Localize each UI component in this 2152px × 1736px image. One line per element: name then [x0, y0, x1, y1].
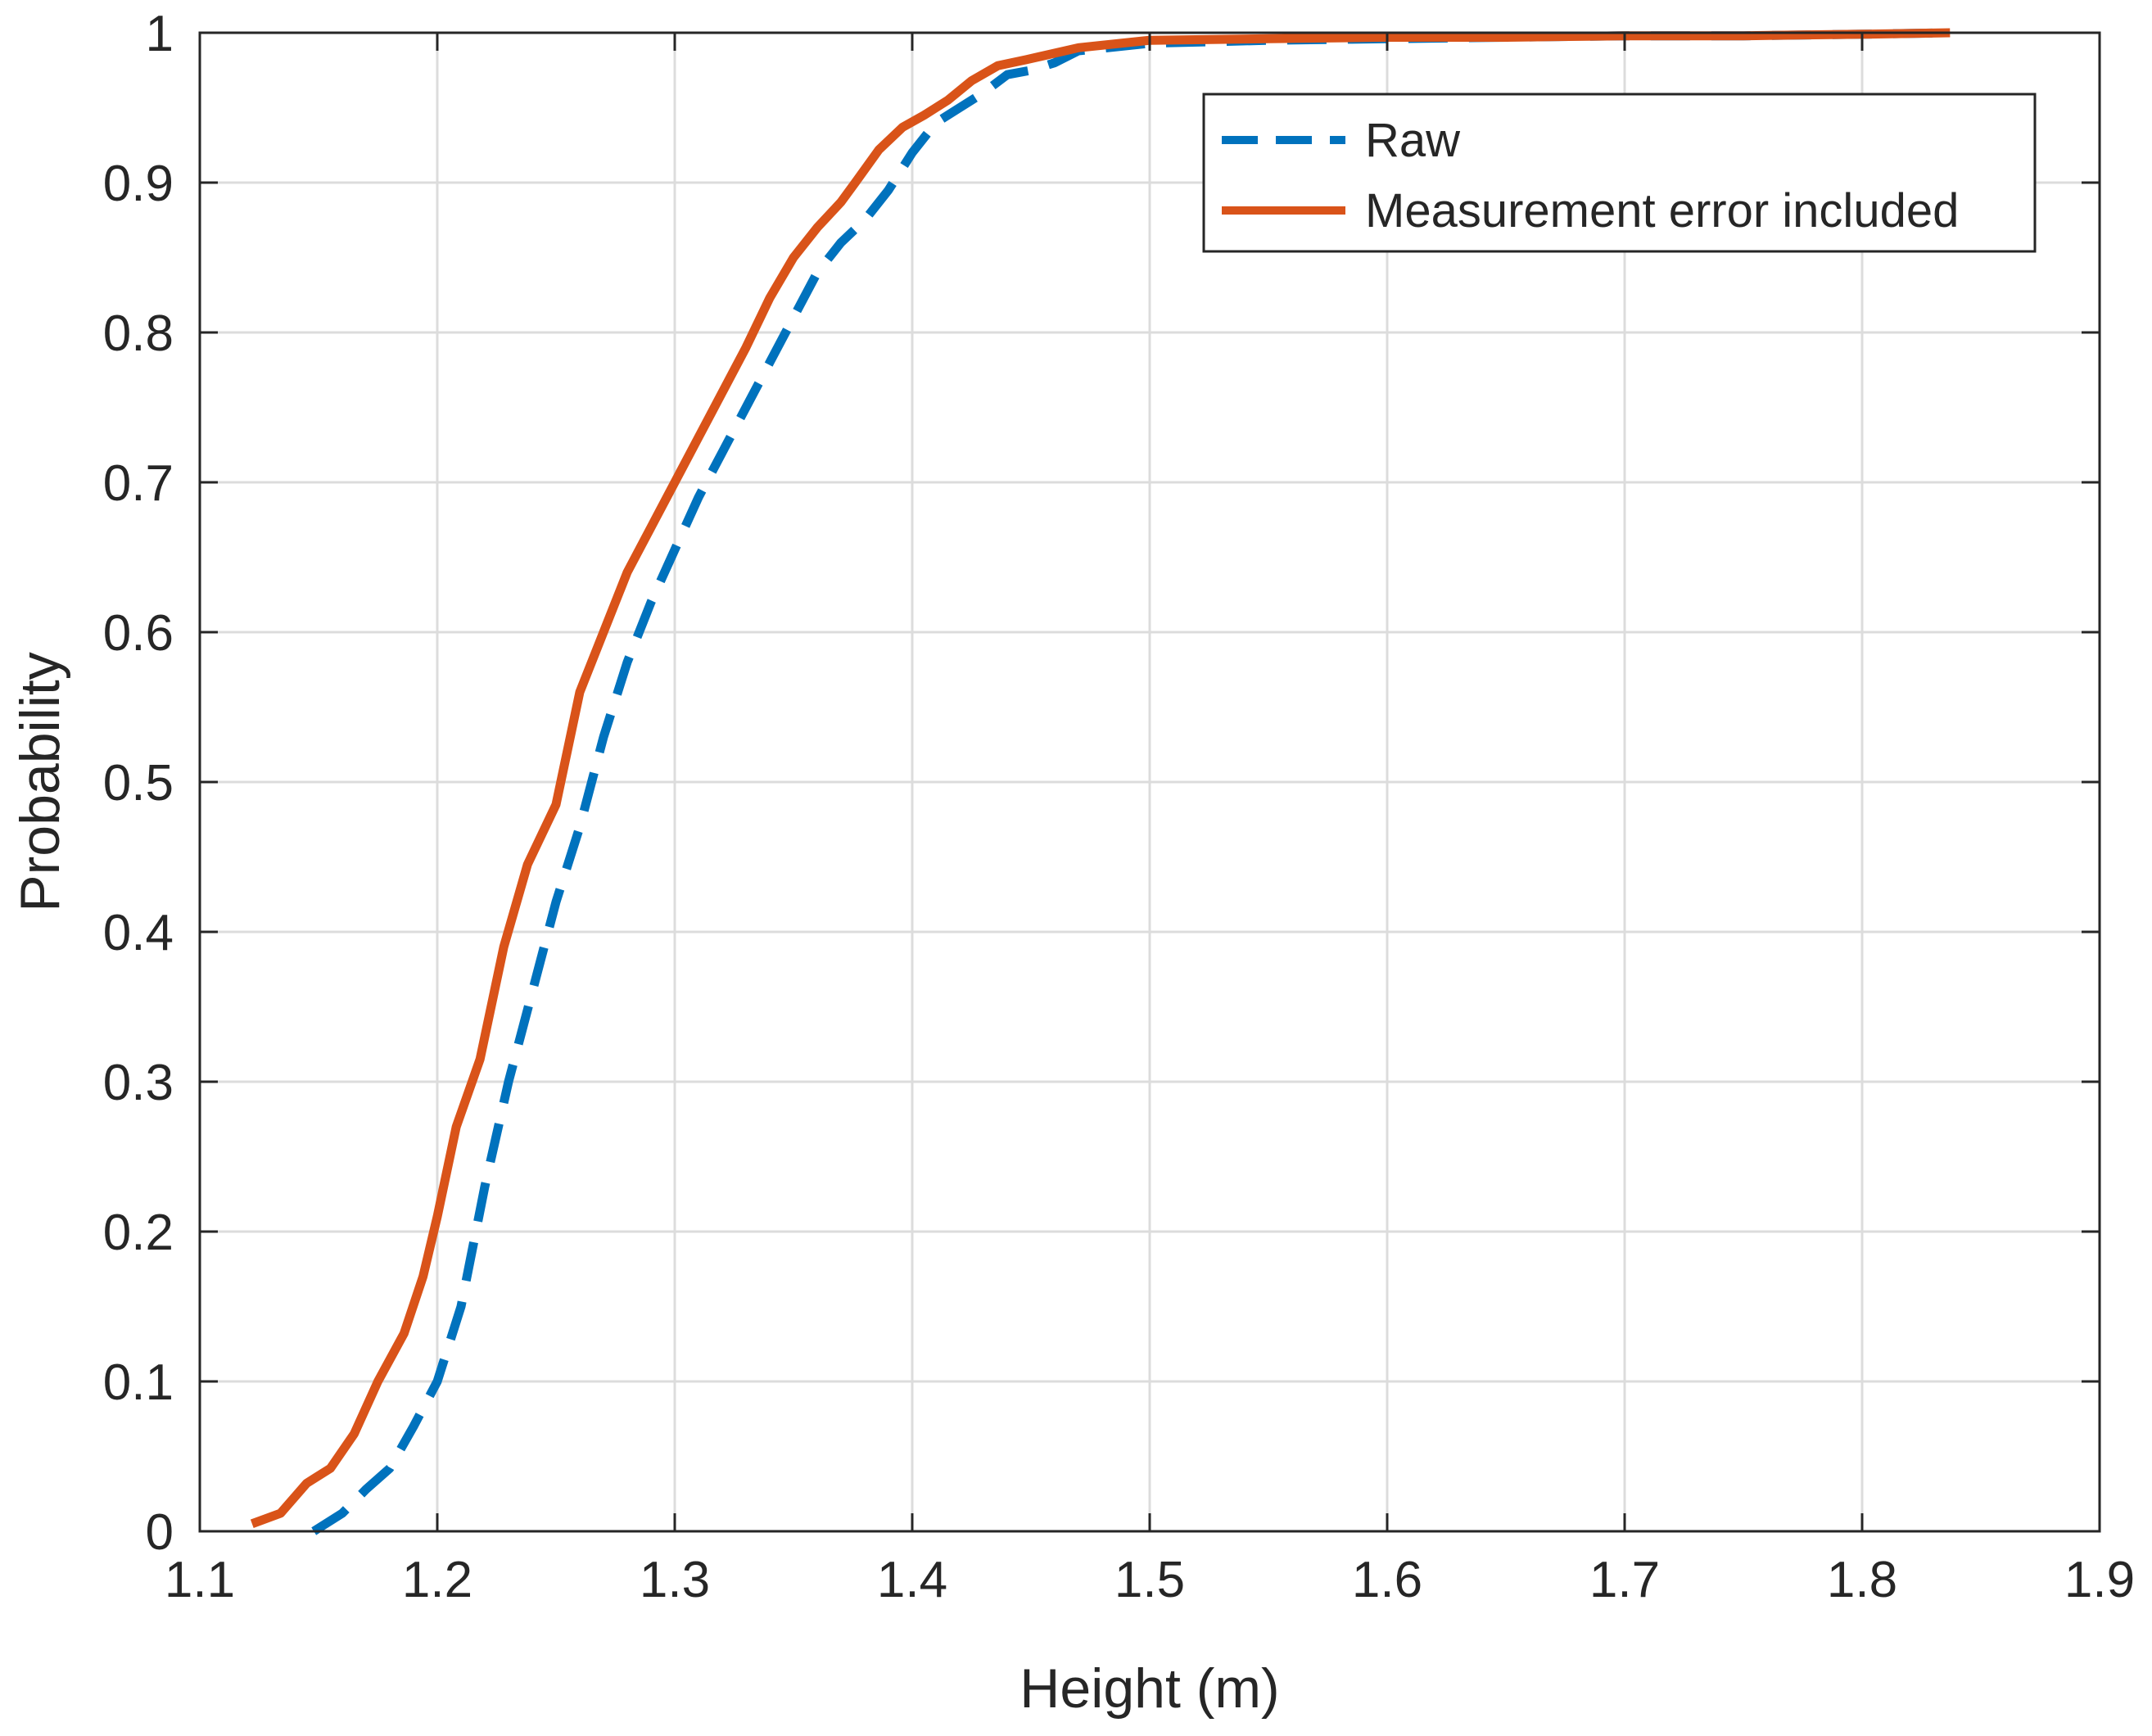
y-tick-label: 0.1	[103, 1354, 174, 1411]
x-tick-label: 1.1	[165, 1552, 235, 1608]
x-tick-label: 1.7	[1589, 1552, 1660, 1608]
tick-layer: 1.1 1.2 1.3 1.4 1.5 1.6 1.7 1.8 1.9 0 0.1 0.2 0.3 0.4…	[103, 6, 2135, 1608]
x-tick-label: 1.5	[1114, 1552, 1185, 1608]
legend-box	[1202, 93, 2037, 253]
legend: Raw Measurement error included	[1202, 93, 2037, 253]
x-tick-label: 1.8	[1827, 1552, 1897, 1608]
y-tick-label: 0.2	[103, 1205, 174, 1261]
x-tick-label: 1.3	[640, 1552, 710, 1608]
x-tick-label: 1.2	[402, 1552, 472, 1608]
x-tick-label: 1.6	[1352, 1552, 1422, 1608]
y-tick-label: 0.4	[103, 905, 174, 961]
y-tick-label: 0.9	[103, 156, 174, 212]
x-tick-label: 1.4	[877, 1552, 947, 1608]
y-axis-label: Probability	[9, 652, 71, 912]
y-tick-label: 0.6	[103, 605, 174, 662]
y-tick-label: 0	[146, 1504, 174, 1561]
y-tick-label: 0.8	[103, 305, 174, 362]
legend-label-measurement-error-included: Measurement error included	[1365, 184, 1959, 237]
y-tick-label: 0.5	[103, 755, 174, 811]
y-tick-label: 0.3	[103, 1055, 174, 1111]
legend-label-raw: Raw	[1365, 114, 1461, 167]
x-tick-label: 1.9	[2064, 1552, 2135, 1608]
x-axis-label: Height (m)	[1019, 1657, 1279, 1720]
y-tick-label: 1	[146, 6, 174, 62]
y-tick-label: 0.7	[103, 455, 174, 512]
